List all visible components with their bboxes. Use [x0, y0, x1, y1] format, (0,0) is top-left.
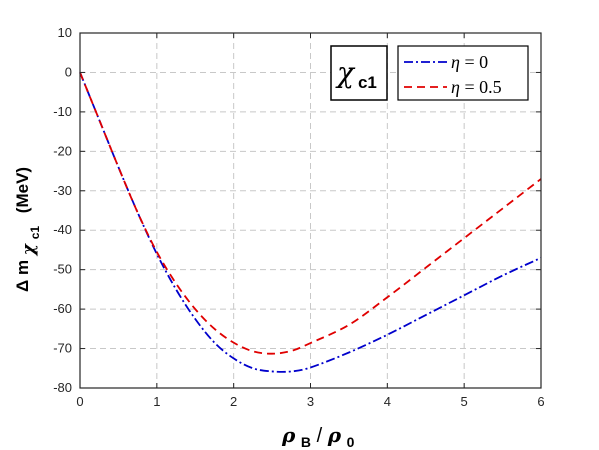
y-tick-label: -80: [53, 380, 72, 395]
y-tick-label: -40: [53, 222, 72, 237]
annotation-box: χ c1: [330, 45, 388, 101]
series-layer: [79, 72, 542, 373]
ticks: 0 1 2 3 4 5 6 10 0 -10 -20 -30 -40 -50 -60 -70 -80: [53, 25, 544, 409]
legend-label-eta0: η = 0: [451, 52, 488, 72]
legend-label-eta05: η = 0.5: [451, 77, 502, 97]
x-tick-label: 1: [153, 394, 160, 409]
y-label-symbol: χ: [19, 242, 39, 256]
x-tick-label: 4: [384, 394, 391, 409]
annotation-symbol: χ: [335, 56, 356, 89]
x-tick-label: 0: [76, 394, 83, 409]
y-axis-label: Δ m χ c1 (MeV): [13, 167, 43, 292]
y-label-subscript: c1: [28, 226, 42, 240]
series-line-eta0: [79, 72, 542, 373]
legend: η = 0 η = 0.5: [397, 45, 529, 101]
x-label-rho: ρ: [281, 423, 296, 447]
x-tick-label: 6: [537, 394, 544, 409]
y-tick-label: -60: [53, 301, 72, 316]
x-tick-label: 3: [307, 394, 314, 409]
x-axis-label: ρ B / ρ 0: [281, 423, 355, 450]
y-tick-label: 10: [58, 25, 72, 40]
y-tick-label: -10: [53, 104, 72, 119]
x-tick-label: 5: [461, 394, 468, 409]
y-tick-label: -30: [53, 183, 72, 198]
y-tick-label: -70: [53, 341, 72, 356]
x-label-rho0: ρ: [327, 423, 342, 447]
y-tick-label: -20: [53, 143, 72, 158]
x-tick-label: 2: [230, 394, 237, 409]
x-label-sub-0: 0: [347, 434, 355, 450]
series-line-eta05: [79, 72, 542, 355]
annotation-subscript: c1: [358, 73, 377, 92]
annotation-label: χ c1: [335, 56, 377, 92]
x-label-sub-b: B: [301, 434, 311, 450]
y-label-unit: (MeV): [13, 167, 32, 213]
y-tick-label: -50: [53, 262, 72, 277]
x-label-slash: /: [317, 425, 323, 447]
y-tick-label: 0: [65, 64, 72, 79]
y-label-prefix: Δ m: [13, 260, 32, 292]
